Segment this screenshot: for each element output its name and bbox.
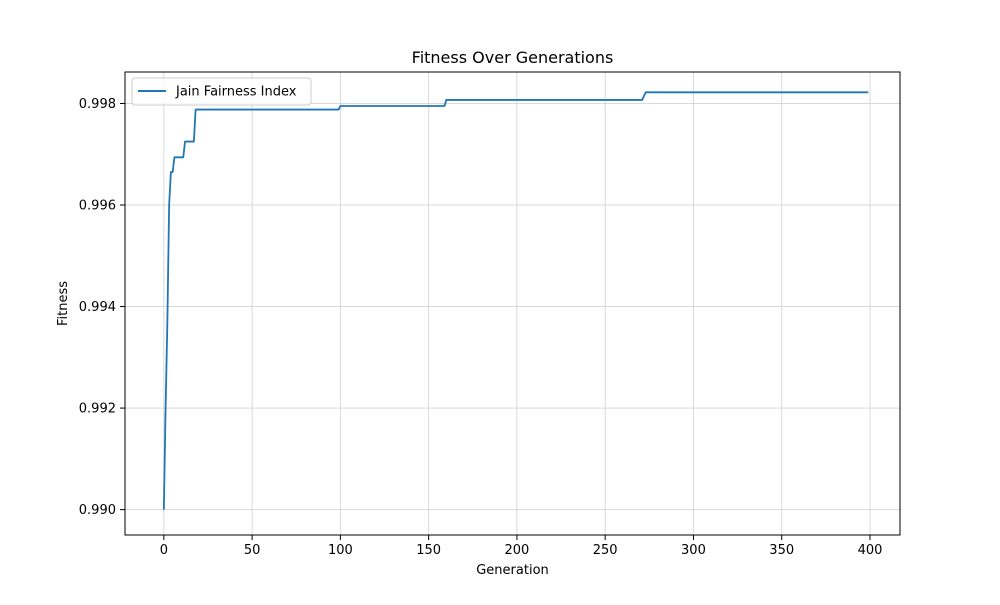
grid-layer xyxy=(125,72,900,535)
tick-layer: 0 50 100 150 200 250 300 350 400 0.990 0.992 0.994 0… xyxy=(79,97,883,558)
series-line xyxy=(162,91,869,510)
x-tick-label: 300 xyxy=(681,543,706,558)
y-tick-label: 0.992 xyxy=(79,402,116,417)
chart-title: Fitness Over Generations xyxy=(412,48,614,67)
x-tick-label: 350 xyxy=(769,543,794,558)
y-tick-label: 0.996 xyxy=(79,199,116,214)
y-tick-label: 0.990 xyxy=(79,503,116,518)
plot-area-frame xyxy=(124,71,901,536)
y-tick-label: 0.994 xyxy=(79,300,116,315)
x-tick-label: 150 xyxy=(416,543,441,558)
x-tick-label: 400 xyxy=(858,543,883,558)
y-axis-label: Fitness xyxy=(56,281,71,326)
legend: Jain Fairness Index xyxy=(131,77,312,106)
x-tick-label: 200 xyxy=(504,543,529,558)
x-tick-label: 0 xyxy=(160,543,168,558)
legend-label: Jain Fairness Index xyxy=(175,85,297,100)
y-tick-label: 0.998 xyxy=(79,97,116,112)
x-axis-label: Generation xyxy=(476,563,549,578)
series-layer xyxy=(162,91,869,510)
legend-box xyxy=(131,77,312,106)
x-tick-label: 50 xyxy=(244,543,261,558)
x-tick-label: 100 xyxy=(328,543,353,558)
x-tick-label: 250 xyxy=(593,543,618,558)
